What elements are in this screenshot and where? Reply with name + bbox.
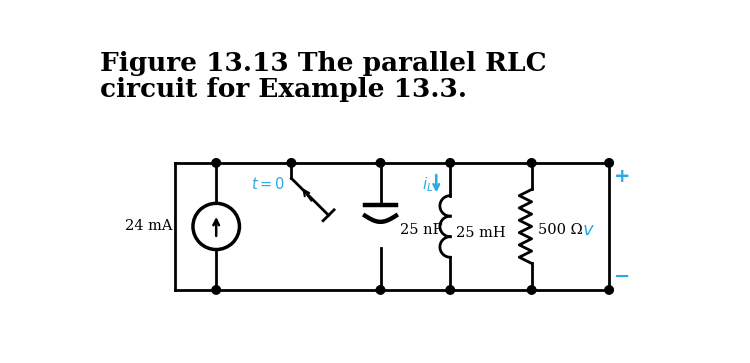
Circle shape: [604, 286, 613, 294]
Text: 500 Ω: 500 Ω: [538, 223, 583, 237]
Circle shape: [446, 286, 454, 294]
Circle shape: [212, 159, 220, 167]
Circle shape: [376, 159, 385, 167]
Circle shape: [527, 159, 536, 167]
Circle shape: [604, 159, 613, 167]
Text: $v$: $v$: [582, 221, 595, 239]
Circle shape: [376, 286, 385, 294]
Text: Figure 13.13 The parallel RLC: Figure 13.13 The parallel RLC: [100, 51, 547, 76]
Text: circuit for Example 13.3.: circuit for Example 13.3.: [100, 77, 467, 102]
Text: $i_L$: $i_L$: [422, 175, 433, 194]
Text: 25 mH: 25 mH: [457, 225, 506, 240]
Circle shape: [527, 286, 536, 294]
Circle shape: [446, 159, 454, 167]
Text: 25 nF: 25 nF: [400, 223, 442, 237]
Circle shape: [212, 286, 220, 294]
Text: +: +: [614, 167, 630, 186]
Text: $t = 0$: $t = 0$: [251, 176, 285, 192]
Circle shape: [287, 159, 296, 167]
Text: 24 mA: 24 mA: [124, 220, 172, 233]
Text: −: −: [614, 266, 630, 286]
